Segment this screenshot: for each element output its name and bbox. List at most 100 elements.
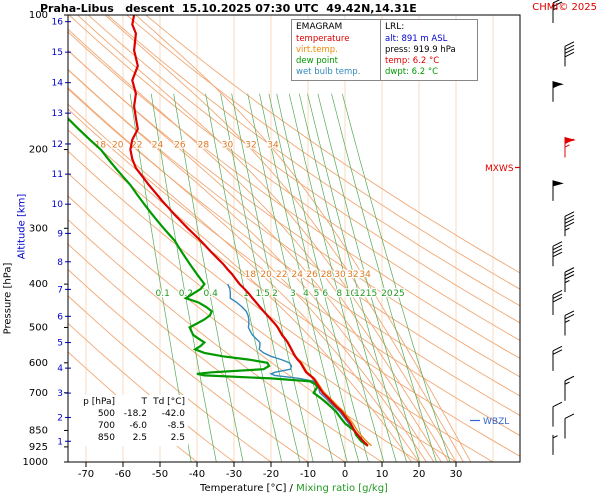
pseudo-adiabat-label: 24 [152,141,164,151]
wind-barb-column [552,0,576,455]
temperature-axis-title: Temperature [°C] [200,483,287,494]
legend-item-wet-bulb: wet bulb temp. [296,66,361,77]
mixing-ratio-label: 10 [345,289,357,299]
pseudo-adiabat-line [68,103,420,462]
mixing-ratio-line [205,93,282,462]
pseudo-adiabat-label: 32 [245,141,256,151]
table-header: p [hPa] T Td [°C] [83,397,185,407]
dry-adiabat-line [68,322,235,462]
bottom-axis-title: Temperature [°C] / Mixing ratio [g/kg] [0,483,588,494]
dry-adiabat-line [68,88,520,416]
wind-barb [564,267,575,293]
wbzl-label: WBZL [483,417,509,427]
legend-item-temperature: temperature [296,33,350,44]
lrl-temperature: temp: 6.2 °C [385,55,440,66]
wind-barb [552,401,563,427]
mixing-ratio-line [276,93,369,462]
mixing-ratio-line [247,93,334,462]
altitude-tick-label: 10 [52,200,64,210]
dry-adiabat-line [68,195,420,462]
pseudo-adiabat-line [104,15,464,462]
dry-adiabat-line [68,295,272,462]
altitude-tick-label: 11 [52,170,63,180]
dry-adiabat-line [68,150,494,462]
axis-ticks: 1002003004005006007008509251000161514131… [23,10,463,480]
table-row: 850 2.5 2.5 [97,433,185,444]
pseudo-adiabat-label: 34 [359,270,371,280]
mixing-ratio-line [307,93,407,462]
wind-barb [564,136,576,158]
copyright-label: CHMI© 2025 [532,2,597,13]
lrl-title: LRL: [385,22,405,32]
mxws-label: MXWS [485,164,514,174]
altitude-axis-title: Altitude [km] [16,193,28,260]
pseudo-adiabat-label: 26 [306,270,318,280]
temperature-tick-label: -40 [189,469,205,480]
wind-barb [552,180,564,201]
mixing-ratio-line [220,93,301,462]
mixing-ratio-label: 5 [314,289,320,299]
temperature-tick-label: -30 [226,469,242,480]
page-title: Praha-Libus descent 15.10.2025 07:30 UTC… [40,2,417,15]
temperature-tick-label: 20 [413,469,426,480]
mixing-ratio-label: 0.4 [204,289,219,299]
mixing-ratio-line [231,93,314,462]
pseudo-adiabat-line [68,49,442,462]
dry-adiabat-line [126,15,520,290]
wind-barb [564,413,575,439]
pseudo-adiabat-label: 28 [321,270,333,280]
mixing-ratio-line [288,93,385,462]
temperature-tick-label: -10 [300,469,316,480]
altitude-tick-label: 4 [57,364,63,374]
mixing-ratio-line [317,93,420,462]
altitude-tick-label: 9 [57,229,63,239]
dew-point-trace [68,117,369,447]
mixing-ratio-label: 8 [336,289,342,299]
pressure-tick-label: 700 [29,388,48,399]
legend-title: EMAGRAM [296,22,343,32]
wind-barb [552,434,558,455]
dry-adiabat-line [68,243,346,462]
altitude-tick-label: 12 [52,140,63,150]
altitude-tick-label: 15 [52,48,63,58]
temperature-tick-label: -20 [263,469,279,480]
temperature-tick-label: -70 [78,469,94,480]
pseudo-adiabat-label: 26 [174,141,186,151]
wind-barb [552,241,563,267]
temperature-tick-label: 30 [450,469,463,480]
pseudo-adiabat-label: 32 [347,270,358,280]
mixing-ratio-label: 6 [322,289,328,299]
wind-barb [564,41,575,67]
table-row: 700 -6.0 -8.5 [97,421,185,432]
axis-title-separator: / [286,483,297,494]
pseudo-adiabat-label: 34 [267,141,279,151]
level-data-table: p [hPa] T Td [°C] 500 -18.2 -42.0 700 -6… [72,395,188,446]
lrl-pressure: press: 919.9 hPa [385,44,456,55]
wind-barb [552,290,563,315]
sounding-traces [68,15,373,447]
altitude-tick-label: 8 [57,258,63,268]
altitude-tick-label: 5 [57,339,63,349]
temperature-tick-label: 0 [342,469,348,480]
dry-adiabat-line [68,31,520,359]
pseudo-adiabat-label: 18 [245,270,257,280]
mixing-ratio-label: 25 [393,289,404,299]
dry-adiabat-line [107,15,520,307]
mixing-ratio-label: 15 [366,289,377,299]
mixing-ratio-label: 0.2 [179,289,193,299]
dry-adiabat-line [68,172,457,462]
mixing-ratio-line [150,93,217,462]
pressure-tick-label: 400 [29,279,48,290]
wind-barb [552,345,563,371]
lrl-altitude: alt: 891 m ASL [385,33,448,44]
pseudo-adiabat-label: 20 [260,270,272,280]
pressure-tick-label: 500 [29,322,48,333]
pseudo-adiabat-line [77,15,457,462]
pseudo-adiabat-line [68,119,412,462]
dry-adiabat-line [68,129,520,457]
dry-adiabat-line [68,351,198,462]
wind-barb [564,211,575,237]
mixing-ratio-label: 0.1 [156,289,170,299]
mixing-ratio-line [331,93,437,462]
